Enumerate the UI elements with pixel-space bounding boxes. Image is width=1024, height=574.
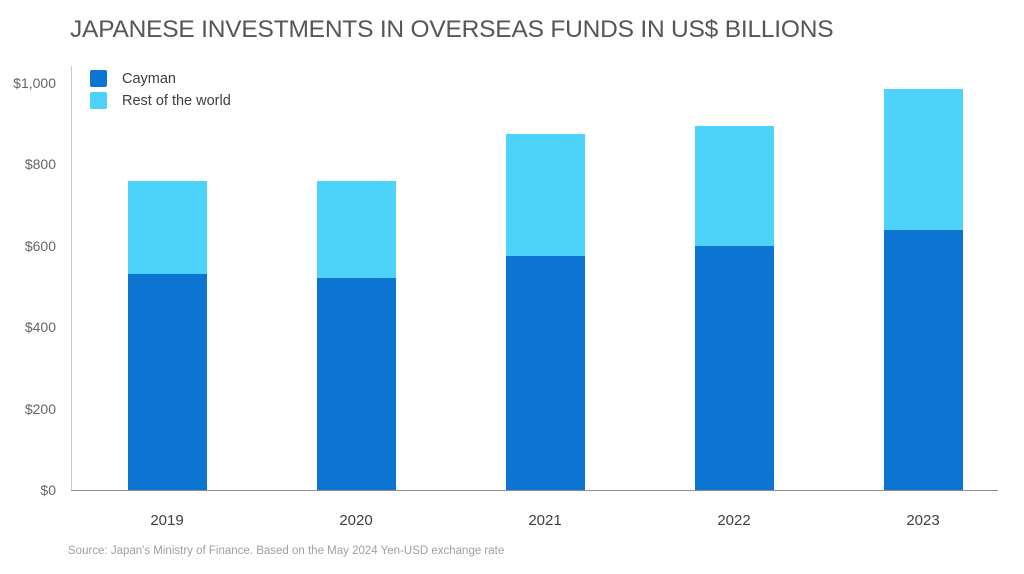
bar-segment-rest-of-the-world-2022: [694, 125, 774, 246]
x-axis-label-2019: 2019: [150, 512, 184, 529]
y-axis-tick-label-1000: $1,000: [13, 75, 56, 91]
x-axis-label-2022: 2022: [717, 512, 751, 529]
legend-label: Rest of the world: [122, 92, 231, 109]
legend: Cayman Rest of the world: [90, 70, 231, 109]
x-axis-line: [71, 490, 998, 491]
bar-segment-cayman-2020: [316, 278, 396, 490]
y-axis-tick-label-0: $0: [40, 482, 56, 498]
bar-segment-rest-of-the-world-2020: [316, 180, 396, 279]
y-axis-tick-label-200: $200: [24, 400, 56, 417]
bar-segment-cayman-2022: [694, 245, 774, 490]
bar-segment-cayman-2021: [505, 255, 585, 490]
legend-item-cayman: Cayman: [90, 70, 231, 87]
chart-title: JAPANESE INVESTMENTS IN OVERSEAS FUNDS I…: [70, 16, 834, 43]
bar-segment-rest-of-the-world-2023: [883, 89, 963, 230]
x-axis-label-2023: 2023: [906, 512, 940, 529]
bar-segment-rest-of-the-world-2019: [127, 180, 207, 275]
bar-segment-cayman-2019: [127, 274, 207, 490]
x-axis-label-2020: 2020: [339, 512, 373, 529]
legend-swatch-icon: [90, 92, 107, 109]
legend-swatch-icon: [90, 70, 107, 87]
legend-label: Cayman: [122, 70, 176, 87]
y-axis-tick-label-400: $400: [24, 319, 56, 336]
source-note: Source: Japan's Ministry of Finance. Bas…: [68, 545, 505, 557]
y-axis-tick-label-600: $600: [24, 237, 56, 254]
y-axis-line: [71, 66, 72, 490]
bar-segment-rest-of-the-world-2021: [505, 133, 585, 256]
x-axis-label-2021: 2021: [528, 512, 562, 529]
bar-segment-cayman-2023: [883, 229, 963, 490]
y-axis-tick-label-800: $800: [24, 156, 56, 173]
legend-item-rest-of-the-world: Rest of the world: [90, 92, 231, 109]
